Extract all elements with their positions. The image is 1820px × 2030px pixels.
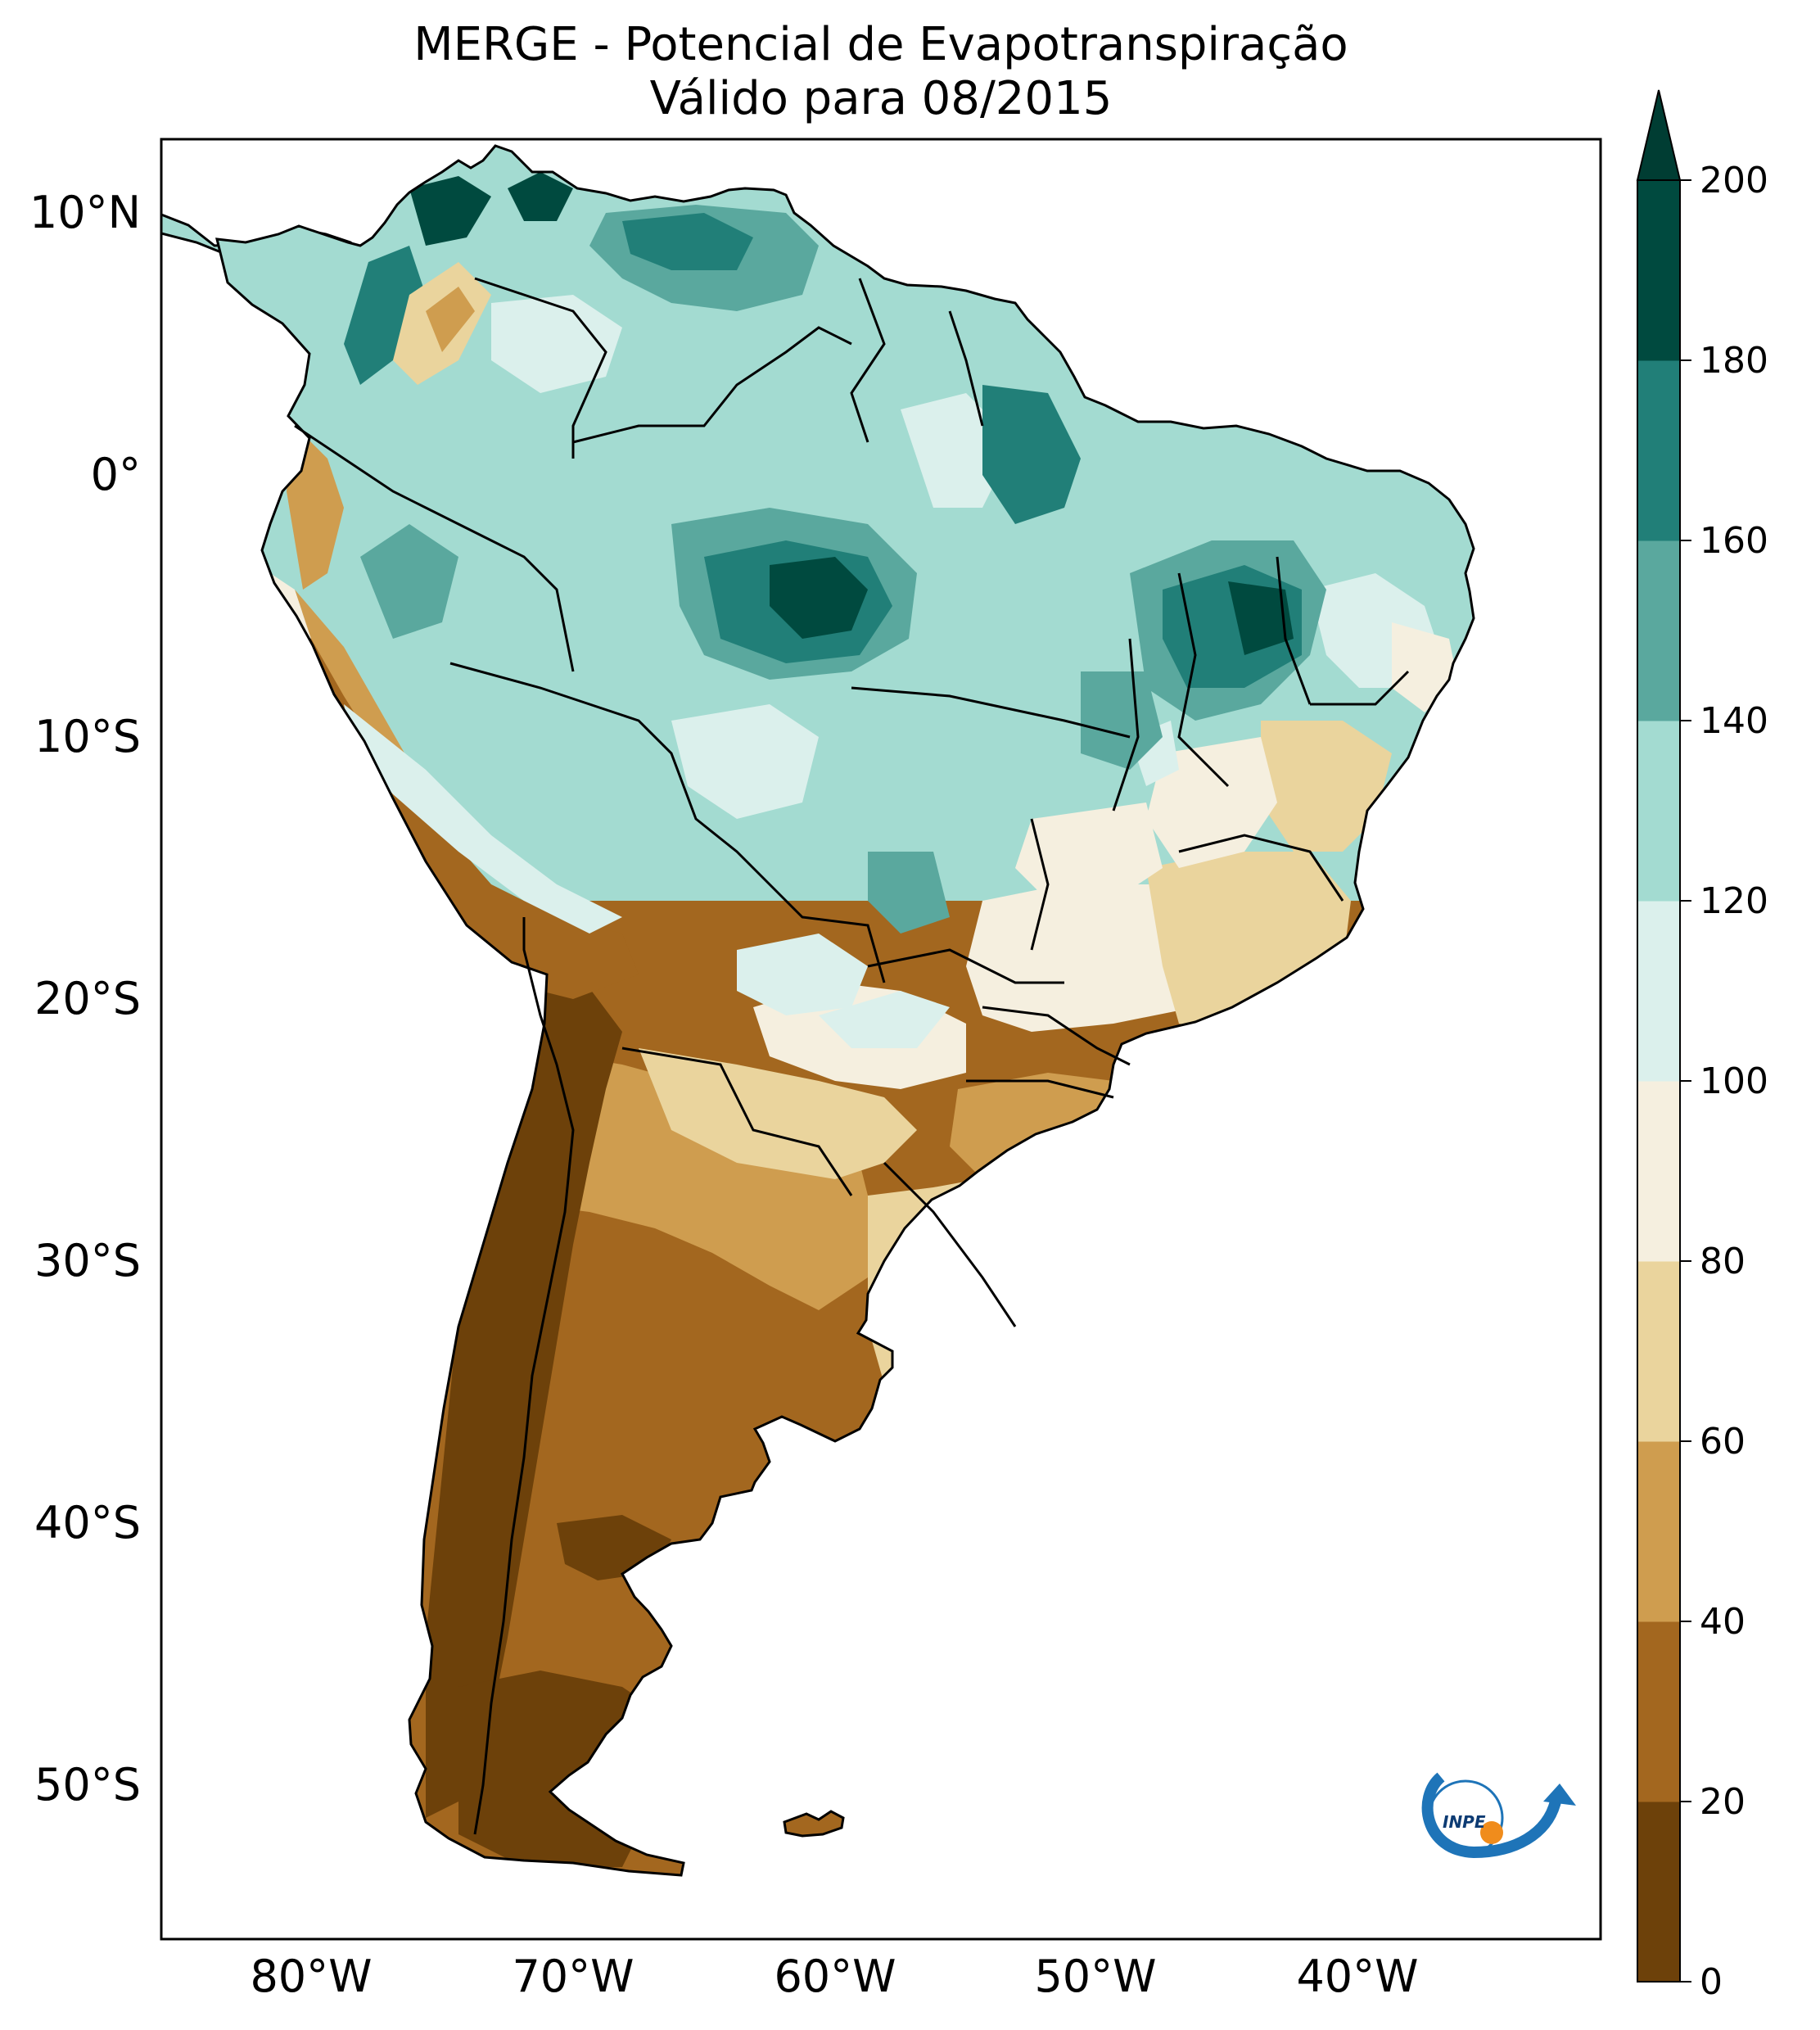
colorbar-tick-label: 140 bbox=[1700, 700, 1768, 742]
border-peru-colombia bbox=[294, 424, 575, 672]
colorbar-band bbox=[1637, 1621, 1680, 1802]
colorbar-tick-label: 60 bbox=[1700, 1421, 1745, 1463]
colorbar-band bbox=[1637, 1261, 1680, 1442]
state-border-4 bbox=[1276, 556, 1312, 705]
logo-swoosh bbox=[1421, 1772, 1561, 1859]
lon-label: 70°W bbox=[512, 1951, 634, 2002]
state-border-9 bbox=[966, 1079, 1114, 1099]
colorbar-tick-label: 0 bbox=[1700, 1961, 1723, 2003]
zone-60-80-bahia bbox=[1261, 721, 1392, 852]
logo-ring bbox=[1427, 1779, 1504, 1856]
logo-text: INPE bbox=[1443, 1812, 1486, 1832]
zone-60-80-chaco bbox=[639, 1048, 917, 1179]
border-venezuela-brazil bbox=[572, 326, 852, 444]
map-frame bbox=[160, 138, 1602, 1941]
state-border-3 bbox=[1177, 572, 1230, 788]
zone-160-180-guiana bbox=[982, 385, 1081, 524]
zone-140-160-mato-grosso bbox=[868, 852, 950, 934]
zone-80-100-cerrado bbox=[1015, 803, 1163, 901]
border-bolivia-brazil bbox=[449, 662, 886, 983]
colorbar-band bbox=[1637, 901, 1680, 1082]
colorbar: 0 20 40 60 80 100 120 140 160 180 200 bbox=[1636, 89, 1768, 2003]
zone-180-200-venezuela-coast bbox=[508, 172, 573, 221]
lat-label: 20°S bbox=[34, 973, 141, 1024]
border-colombia-venezuela bbox=[474, 277, 607, 459]
colorbar-extend-arrow bbox=[1636, 89, 1682, 181]
colorbar-bands bbox=[1637, 180, 1680, 1983]
lat-label: 0° bbox=[91, 449, 141, 500]
zone-100-120-chaco-north bbox=[819, 991, 950, 1048]
colorbar-band bbox=[1637, 1081, 1680, 1262]
country-borders bbox=[294, 277, 1410, 1835]
lat-label: 50°S bbox=[34, 1759, 141, 1811]
lon-label: 40°W bbox=[1296, 1951, 1418, 2002]
zone-100-120-bolivia-east bbox=[737, 934, 868, 1015]
zone-180-200-amazon bbox=[770, 557, 868, 639]
lon-label: 80°W bbox=[250, 1951, 372, 2002]
zone-140-160-tocantins bbox=[1081, 671, 1163, 770]
colorbar-tick-label: 40 bbox=[1700, 1601, 1745, 1643]
colorbar-band bbox=[1637, 540, 1680, 721]
colorbar-tick-label: 20 bbox=[1700, 1781, 1745, 1823]
colorbar-band bbox=[1637, 1441, 1680, 1622]
zone-140-160-peru-amazon bbox=[360, 524, 458, 639]
latitude-labels: 10°N 0° 10°S 20°S 30°S 40°S 50°S bbox=[29, 187, 141, 1811]
lat-label: 40°S bbox=[34, 1497, 141, 1548]
zone-40-60-colombia-andes bbox=[426, 287, 475, 352]
lat-label: 30°S bbox=[34, 1235, 141, 1286]
zone-160-180-colombia-west bbox=[344, 246, 426, 385]
logo-sun-icon bbox=[1480, 1821, 1503, 1844]
logo-arrow-icon bbox=[1543, 1784, 1576, 1806]
zone-100-120-andes-foot bbox=[344, 704, 622, 934]
state-border-10 bbox=[1030, 818, 1050, 951]
zone-180-200-maranhao bbox=[1228, 581, 1294, 655]
state-border-8 bbox=[982, 1006, 1131, 1066]
colorbar-tick-label: 160 bbox=[1700, 520, 1768, 562]
colorbar-band bbox=[1637, 180, 1680, 361]
colorbar-band bbox=[1637, 721, 1680, 902]
colorbar-band bbox=[1637, 1802, 1680, 1983]
colorbar-tick-label: 180 bbox=[1700, 340, 1768, 382]
zone-160-180-venezuela bbox=[622, 213, 753, 270]
border-chile-argentina bbox=[473, 917, 575, 1835]
inpe-logo: INPE bbox=[1421, 1772, 1576, 1859]
colorbar-band bbox=[1637, 360, 1680, 541]
state-border-6 bbox=[1178, 834, 1344, 902]
colorbar-tick-label: 100 bbox=[1700, 1060, 1768, 1102]
colorbar-tick-label: 200 bbox=[1700, 160, 1768, 201]
border-guyana bbox=[850, 278, 886, 443]
lat-label: 10°N bbox=[29, 187, 141, 238]
border-uruguay-brazil bbox=[883, 1161, 1017, 1327]
zone-100-120-colombia bbox=[491, 295, 622, 393]
map-title-line1: MERGE - Potencial de Evapotranspiração bbox=[413, 18, 1348, 71]
border-suriname bbox=[948, 310, 984, 427]
state-border-7 bbox=[867, 948, 1064, 984]
state-border-2 bbox=[1112, 638, 1140, 812]
colorbar-ticks: 0 20 40 60 80 100 120 140 160 180 200 bbox=[1680, 160, 1768, 2003]
zone-180-200-colombia-north bbox=[409, 176, 491, 246]
zone-100-120-bolivia bbox=[671, 704, 819, 819]
map-title-line2: Válido para 08/2015 bbox=[649, 72, 1113, 125]
colorbar-tick-label: 80 bbox=[1700, 1241, 1745, 1282]
border-argentina-paraguay bbox=[621, 1047, 853, 1196]
state-border-5 bbox=[1310, 670, 1410, 706]
colorbar-tick-label: 120 bbox=[1700, 880, 1768, 922]
falkland-islands bbox=[783, 1810, 845, 1838]
lon-label: 60°W bbox=[774, 1951, 896, 2002]
state-border-1 bbox=[851, 686, 1131, 739]
lon-label: 50°W bbox=[1034, 1951, 1156, 2002]
lat-label: 10°S bbox=[34, 711, 141, 762]
longitude-labels: 80°W 70°W 60°W 50°W 40°W bbox=[250, 1951, 1418, 2002]
